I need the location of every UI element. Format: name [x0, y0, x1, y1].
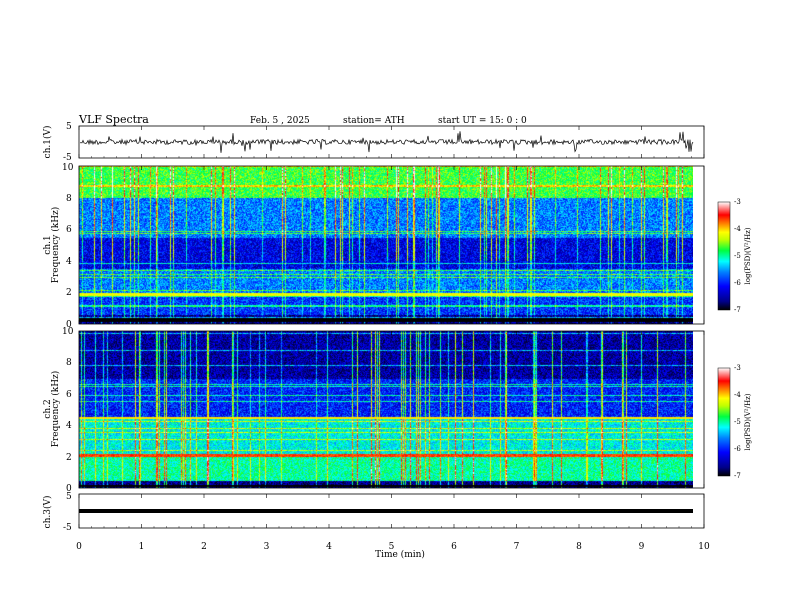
ch1-cb-tick-4: -4 [734, 225, 741, 233]
ch1-cb-tick-5: -5 [734, 252, 741, 260]
ch2-ytick-4: 4 [66, 421, 72, 431]
time-tick-label: 8 [576, 542, 582, 552]
time-tick-label: 4 [326, 542, 332, 552]
ch2-colorbar: -3 -4 -5 -6 -7 log(PSD)(V²/Hz) [717, 364, 752, 480]
ch1-ytick-bottom: -5 [63, 153, 72, 163]
time-tick-label: 1 [139, 542, 145, 552]
header-station: station= ATH [343, 116, 405, 126]
ch2-ytick-2: 2 [66, 453, 72, 463]
ch2-frequency-ticks: 0 2 4 6 8 10 [62, 327, 74, 494]
ch1-ytick-4: 4 [66, 257, 72, 267]
ch1-voltage-ylabel: ch.1(V) [42, 126, 53, 159]
header-start-time: start UT = 15: 0 : 0 [438, 116, 527, 126]
ch1-cb-tick-7: -7 [734, 306, 741, 314]
ch1-ytick-6: 6 [66, 225, 72, 235]
ch1-waveform-trace [79, 131, 694, 153]
ch1-cb-tick-6: -6 [734, 279, 741, 287]
ch1-frequency-ticks: 0 2 4 6 8 10 [62, 163, 74, 330]
ch3-waveform-trace [79, 509, 693, 513]
ch1-ytick-8: 8 [66, 194, 72, 204]
ch2-channel-label: ch.2 [43, 399, 53, 418]
time-tick-label: 6 [451, 542, 457, 552]
ch2-colorbar-label: log(PSD)(V²/Hz) [744, 393, 752, 450]
ch2-ytick-0: 0 [66, 484, 72, 494]
ch1-colorbar-label: log(PSD)(V²/Hz) [744, 227, 752, 284]
time-axis: 0 1 2 3 4 5 6 7 8 9 10 [76, 126, 710, 552]
header-date: Feb. 5 , 2025 [250, 116, 310, 126]
ch1-colorbar: -3 -4 -5 -6 -7 log(PSD)(V²/Hz) [717, 198, 752, 314]
ch2-cb-tick-4: -4 [734, 391, 741, 399]
ch1-channel-label: ch.1 [43, 235, 53, 254]
time-axis-label: Time (min) [375, 549, 425, 560]
ch2-cb-tick-7: -7 [734, 472, 741, 480]
ch2-spectrogram-panel: 0 2 4 6 8 10 ch.2 Frequency (kHz) [43, 327, 705, 494]
ch1-cb-tick-3: -3 [734, 198, 741, 206]
ch1-spectrogram-panel: 0 2 4 6 8 10 ch.1 Frequency (kHz) [43, 163, 705, 330]
time-tick-label: 5 [389, 542, 395, 552]
time-tick-label: 3 [264, 542, 270, 552]
ch3-ytick-top: 5 [66, 492, 72, 502]
ch2-spectrogram-heatmap [79, 331, 693, 488]
ch1-ytick-2: 2 [66, 288, 72, 298]
time-tick-label: 7 [514, 542, 520, 552]
ch3-ytick-bottom: -5 [63, 523, 72, 533]
ch1-spectrogram-heatmap [79, 166, 693, 324]
figure-title: VLF Spectra [78, 113, 149, 126]
ch2-cb-tick-5: -5 [734, 418, 741, 426]
time-tick-label: 0 [76, 542, 82, 552]
ch1-ytick-top: 5 [66, 122, 72, 132]
time-tick-label: 10 [698, 542, 710, 552]
ch3-waveform-panel: 5 -5 ch.3(V) [42, 492, 705, 533]
ch2-ytick-8: 8 [66, 358, 72, 368]
ch1-frequency-ylabel: Frequency (kHz) [50, 207, 61, 284]
ch1-ytick-10: 10 [62, 163, 74, 173]
ch2-frequency-ylabel: Frequency (kHz) [50, 371, 61, 448]
ch1-colorbar-gradient [717, 201, 731, 311]
time-tick-label: 2 [201, 542, 207, 552]
ch2-cb-tick-6: -6 [734, 445, 741, 453]
time-tick-label: 9 [639, 542, 645, 552]
ch2-colorbar-gradient [717, 367, 731, 477]
ch3-voltage-ylabel: ch.3(V) [42, 496, 53, 529]
ch2-ytick-10: 10 [62, 327, 74, 337]
ch2-cb-tick-3: -3 [734, 364, 741, 372]
ch2-ytick-6: 6 [66, 390, 72, 400]
ch1-waveform-panel: 5 -5 ch.1(V) [42, 122, 705, 163]
ch1-ytick-0: 0 [66, 320, 72, 330]
